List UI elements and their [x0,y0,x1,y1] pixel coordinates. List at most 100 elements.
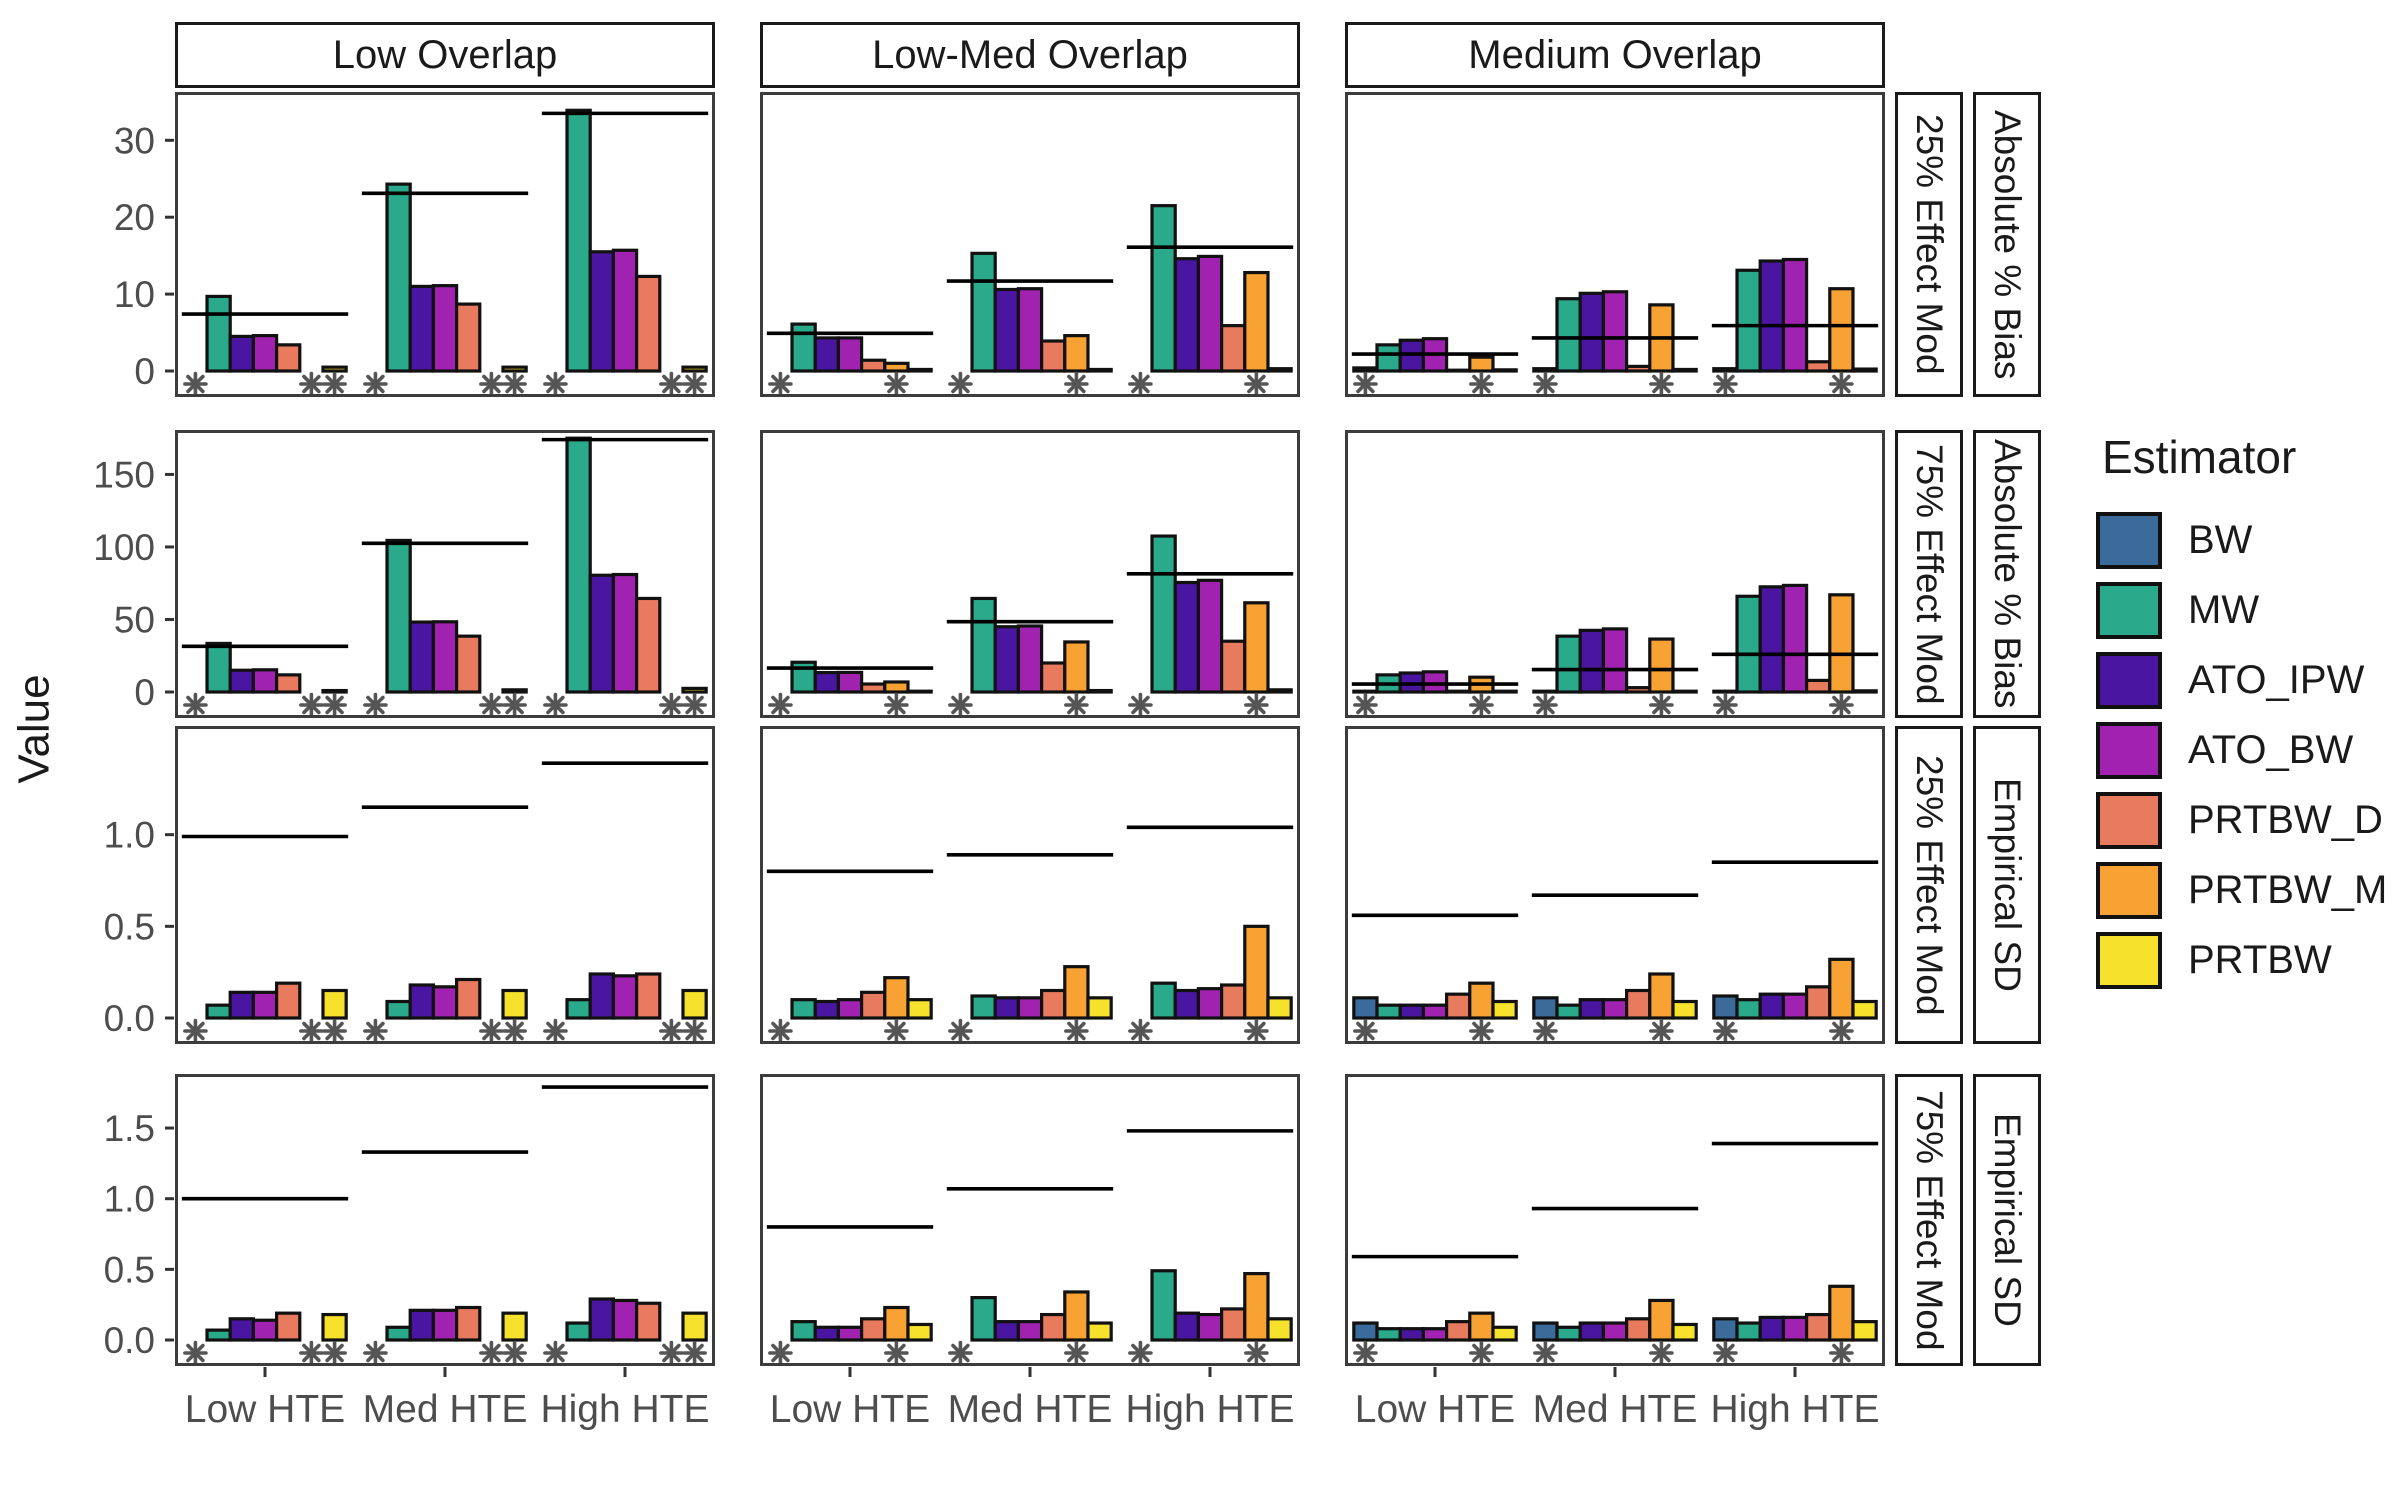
facet-strip-label: Absolute % Bias [1987,439,2028,709]
flag-asterisk-bw [543,692,568,718]
bar-ato_ipw [1578,628,1606,694]
bar-prtbw_d [1219,639,1247,694]
bar-ato_bw [611,1298,639,1342]
flag-asterisk-prtbw_m [1064,371,1089,397]
x-tick-label: High HTE [1125,1388,1294,1431]
legend-entry-mw: MW [2096,582,2387,639]
bar-prtbw [1491,368,1518,373]
bar-mw [1555,297,1582,373]
panel-empirical-sd-r3c1: 0.0 0.5 1.0 [104,726,715,1044]
bar-prtbw_m [1828,593,1855,694]
flag-asterisk-bw [363,1340,388,1366]
bar-prtbw_m [1243,601,1270,694]
facet-strip-metric-row1: Absolute % Bias [1973,92,2041,397]
flag-asterisk-prtbw_m [479,1340,504,1366]
flag-asterisk-prtbw_m [659,692,684,718]
bar-prtbw [1851,689,1878,694]
flag-asterisk-prtbw_m [1244,371,1269,397]
facet-strip-label: 75% Effect Mod [1909,443,1950,705]
bar-ato_bw [1601,998,1629,1020]
bar-bw [1712,1317,1739,1342]
flag-asterisk-prtbw_m [1064,1340,1089,1366]
bar-prtbw_d [634,596,662,694]
bar-prtbw_m [883,976,910,1020]
flag-asterisk-prtbw_m [1064,692,1089,718]
flag-asterisk-prtbw_m [299,692,324,718]
facet-strip-label: 25% Effect Mod [1909,114,1950,375]
bar-ato_bw [1601,1321,1629,1342]
bar-mw [1150,204,1177,373]
bar-ato_bw [1601,290,1629,373]
facet-strip-label: Low Overlap [332,32,558,77]
facet-strip-low-med-overlap: Low-Med Overlap [760,22,1300,88]
bar-ato_bw [1421,670,1449,694]
bar-mw [1375,1327,1402,1342]
flag-asterisk-prtbw_m [1469,371,1494,397]
panel-empirical-sd-r4c1: Low HTE Med HTE High HTE 0.0 0.5 1.0 1.5 [104,1074,715,1431]
y-axis-label: Value [10,674,59,784]
facet-strip-metric-row3: Empirical SD [1973,726,2041,1044]
legend-entry-bw: BW [2096,512,2387,569]
flag-asterisk-bw [183,1340,208,1366]
bar-prtbw_d [274,673,302,694]
flag-asterisk-bw [1353,1018,1378,1044]
bar-prtbw [1491,689,1518,694]
bar-prtbw [1671,1322,1698,1342]
bar-prtbw_m [1063,640,1090,694]
flag-asterisk-bw [948,1018,973,1044]
legend-swatch-ato-bw [2096,722,2162,779]
y-tick-label: 0 [134,351,155,392]
x-tick-label: Med HTE [948,1388,1113,1431]
bar-prtbw_m [1468,1311,1495,1342]
legend-swatch-prtbw-m [2096,862,2162,919]
panel-border [1345,726,1885,1044]
flag-asterisk-prtbw_m [659,371,684,397]
bar-ato_ipw [228,990,256,1020]
bar-ato_ipw [1398,1327,1426,1342]
legend-swatch-prtbw-d [2096,792,2162,849]
bar-ato_bw [1196,1312,1224,1342]
flag-asterisk-bw [183,692,208,718]
bar-ato_ipw [1758,585,1786,694]
bar-ato_bw [1016,1320,1044,1342]
bar-mw [1735,268,1762,373]
flag-asterisk-prtbw_m [1829,692,1854,718]
flag-asterisk-prtbw_m [1829,1018,1854,1044]
legend-entry-label: MW [2188,588,2260,632]
facet-strip-label: 25% Effect Mod [1909,754,1950,1016]
flag-asterisk-prtbw_m [299,1018,324,1044]
flag-asterisk-bw [543,1018,568,1044]
bar-ato_ipw [813,336,841,373]
bar-mw [205,294,232,373]
y-tick-label: 50 [114,599,155,640]
bar-ato_bw [1016,287,1044,373]
y-tick-label: 150 [93,454,155,495]
facet-strip-low-overlap: Low Overlap [175,22,715,88]
facet-strip-effect-mod-row1: 25% Effect Mod [1895,92,1963,397]
bar-mw [1735,998,1762,1020]
panel-border [1345,430,1885,718]
bar-mw [970,994,997,1020]
legend-swatch-ato-ipw [2096,652,2162,709]
bar-ato_ipw [588,1297,616,1342]
bar-prtbw [321,688,348,694]
bar-ato_ipw [813,1325,841,1342]
bar-prtbw_d [1804,678,1832,694]
bar-bw [1532,689,1559,694]
bar-ato_bw [251,334,279,373]
bar-ato_ipw [588,573,616,694]
bar-ato_bw [1016,624,1044,694]
bar-mw [385,999,412,1020]
legend-entry-label: PRTBW [2188,938,2332,982]
bar-prtbw [1671,367,1698,373]
flag-asterisk-prtbw_m [884,1018,909,1044]
bar-ato_bw [1016,996,1044,1020]
panel-absolute-bias-r1c1: 0 10 20 30 [114,92,715,397]
bar-prtbw_d [454,302,482,373]
bar-prtbw_d [1804,360,1832,373]
bar-ato_ipw [1173,988,1201,1020]
bar-bw [1532,367,1559,373]
bar-prtbw_d [454,634,482,694]
flag-asterisk-prtbw_m [1649,371,1674,397]
bar-prtbw_d [1039,1312,1067,1342]
